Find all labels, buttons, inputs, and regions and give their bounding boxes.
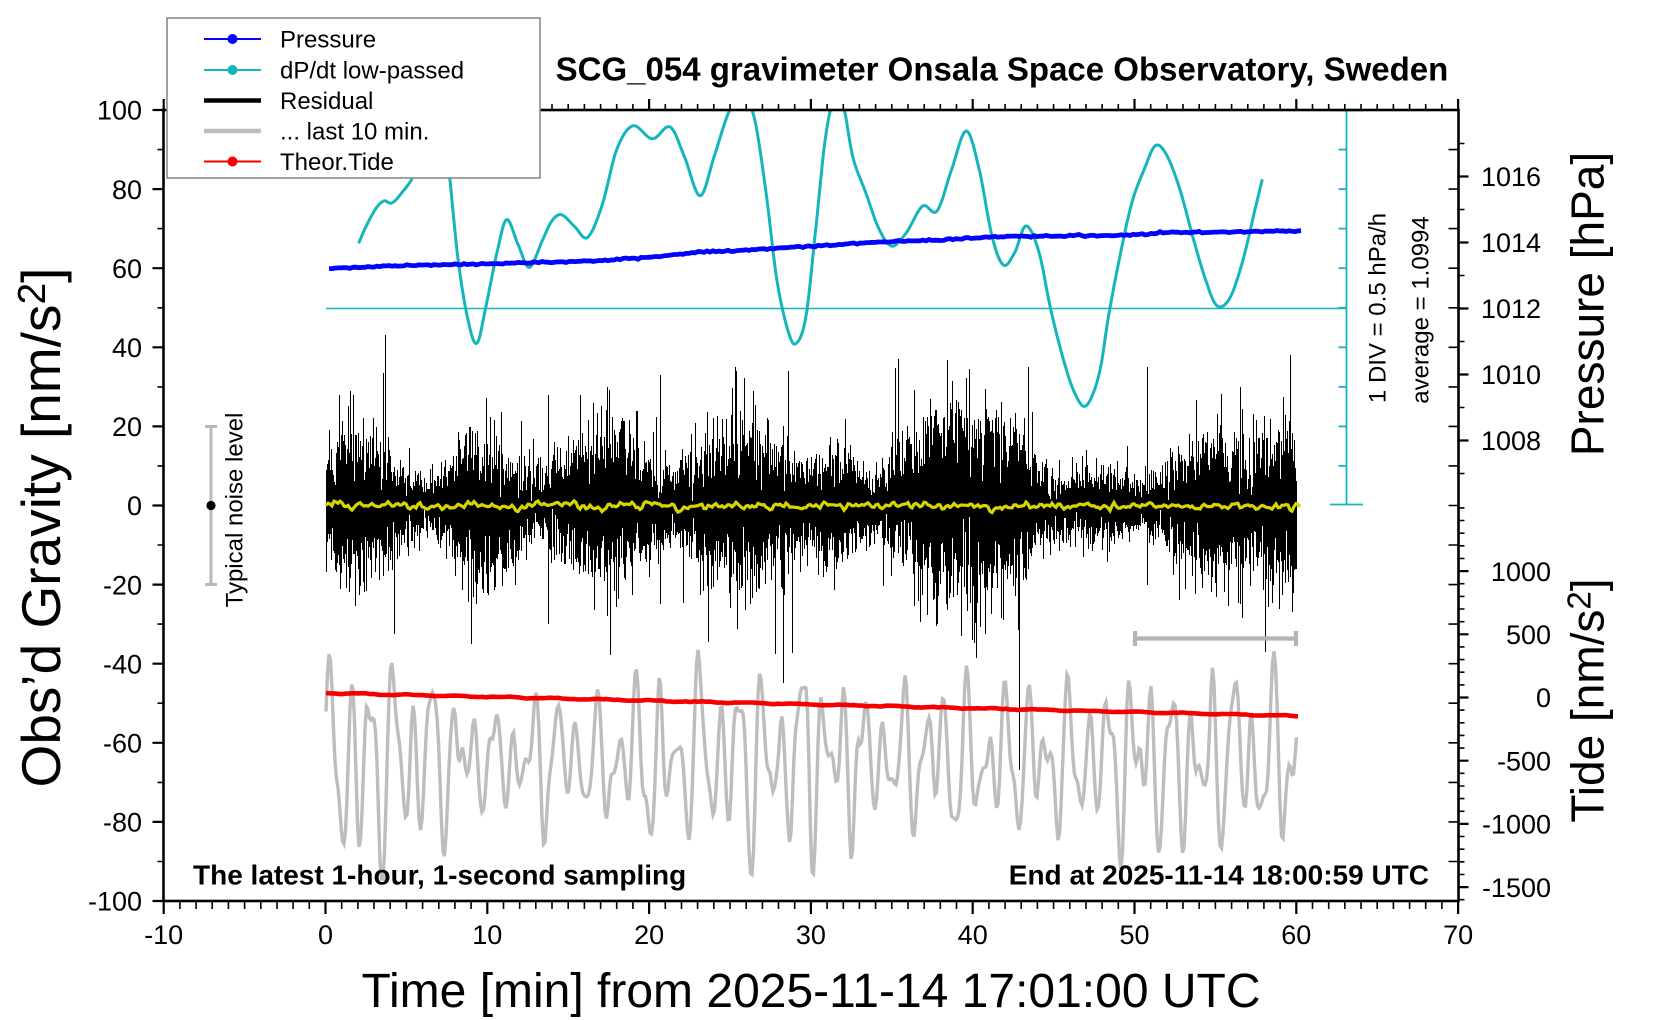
svg-text:Pressure [hPa]: Pressure [hPa]: [1562, 152, 1614, 456]
svg-text:1016: 1016: [1481, 162, 1541, 192]
svg-text:Typical noise level: Typical noise level: [222, 413, 249, 608]
svg-text:500: 500: [1506, 620, 1551, 650]
svg-text:-10: -10: [144, 920, 183, 950]
svg-text:SCG_054 gravimeter Onsala Spac: SCG_054 gravimeter Onsala Space Observat…: [556, 51, 1449, 88]
svg-text:40: 40: [958, 920, 988, 950]
svg-text:20: 20: [112, 412, 142, 442]
svg-text:-40: -40: [103, 649, 142, 679]
svg-text:60: 60: [1281, 920, 1311, 950]
svg-text:dP/dt low-passed: dP/dt low-passed: [280, 58, 464, 85]
svg-text:Tide [nm/s2]: Tide [nm/s2]: [1561, 578, 1614, 822]
svg-text:1010: 1010: [1481, 360, 1541, 390]
svg-text:1 DIV = 0.5 hPa/h: 1 DIV = 0.5 hPa/h: [1365, 213, 1392, 403]
svg-text:-80: -80: [103, 808, 142, 838]
svg-text:average = 1.0994: average = 1.0994: [1408, 216, 1435, 404]
svg-text:1014: 1014: [1481, 228, 1541, 258]
svg-text:20: 20: [634, 920, 664, 950]
svg-text:Pressure: Pressure: [280, 27, 376, 54]
svg-text:1012: 1012: [1481, 294, 1541, 324]
svg-text:-1000: -1000: [1482, 810, 1551, 840]
svg-text:-1500: -1500: [1482, 873, 1551, 903]
svg-text:60: 60: [112, 254, 142, 284]
svg-text:30: 30: [796, 920, 826, 950]
svg-text:-20: -20: [103, 570, 142, 600]
svg-text:80: 80: [112, 175, 142, 205]
svg-text:0: 0: [1536, 683, 1551, 713]
svg-text:Residual: Residual: [280, 88, 373, 115]
svg-text:1008: 1008: [1481, 426, 1541, 456]
svg-text:-100: -100: [88, 887, 142, 917]
svg-text:Time [min] from 2025-11-14 17:: Time [min] from 2025-11-14 17:01:00 UTC: [361, 965, 1260, 1018]
svg-text:0: 0: [127, 491, 142, 521]
svg-text:10: 10: [472, 920, 502, 950]
svg-text:End at 2025-11-14 18:00:59 UTC: End at 2025-11-14 18:00:59 UTC: [1009, 860, 1429, 891]
svg-text:Obs’d Gravity [nm/s2]: Obs’d Gravity [nm/s2]: [10, 268, 72, 788]
svg-text:1000: 1000: [1491, 557, 1551, 587]
svg-text:50: 50: [1119, 920, 1149, 950]
svg-text:... last 10 min.: ... last 10 min.: [280, 119, 429, 146]
svg-text:0: 0: [318, 920, 333, 950]
svg-text:The latest 1-hour, 1-second sa: The latest 1-hour, 1-second sampling: [193, 860, 686, 891]
svg-text:100: 100: [97, 96, 142, 126]
svg-text:70: 70: [1443, 920, 1473, 950]
svg-text:Theor.Tide: Theor.Tide: [280, 149, 394, 176]
svg-text:-500: -500: [1497, 746, 1551, 776]
svg-text:40: 40: [112, 333, 142, 363]
svg-text:-60: -60: [103, 729, 142, 759]
